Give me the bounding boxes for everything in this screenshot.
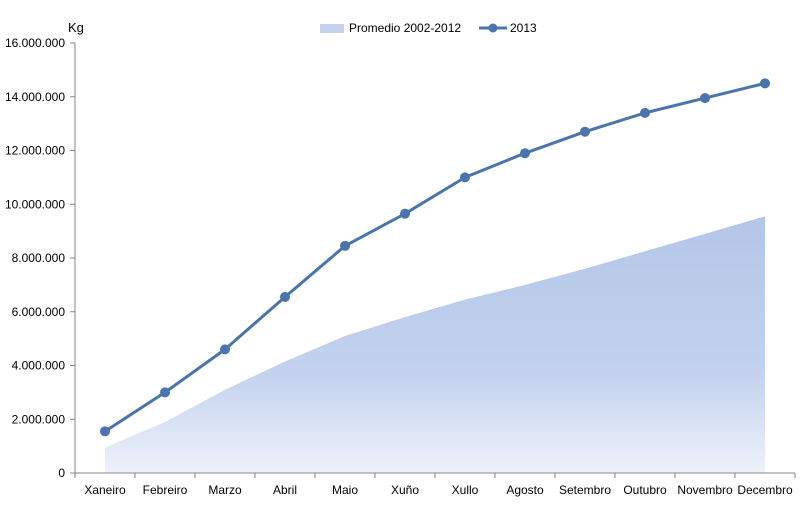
data-point-2013: [400, 208, 410, 219]
x-tick-label: Xaneiro: [84, 483, 126, 497]
data-point-2013: [640, 107, 650, 118]
data-point-2013: [160, 387, 170, 398]
x-tick-label: Outubro: [623, 483, 667, 497]
x-tick-label: Agosto: [506, 483, 544, 497]
legend-swatch-2013-marker: [488, 23, 498, 33]
x-tick-label: Decembro: [737, 483, 793, 497]
y-tick-label: 4.000.000: [12, 359, 66, 373]
axes-layer: 0 2.000.000 4.000.000 6.000.000 8.000.000 10.…: [5, 36, 796, 497]
x-tick-label: Setembro: [559, 483, 611, 497]
y-tick-label: 16.000.000: [5, 36, 65, 50]
y-tick-label: 10.000.000: [5, 197, 65, 211]
legend-label-average: Promedio 2002-2012: [349, 21, 461, 35]
x-tick-label: Febreiro: [143, 483, 188, 497]
legend: Promedio 2002-2012 2013: [320, 21, 537, 35]
data-point-2013: [340, 240, 350, 251]
legend-label-2013: 2013: [510, 21, 537, 35]
y-tick-label: 12.000.000: [5, 144, 65, 158]
data-point-2013: [460, 172, 470, 183]
y-tick-label: 0: [58, 466, 65, 480]
y-tick-label: 2.000.000: [12, 412, 66, 426]
legend-swatch-average: [320, 24, 344, 33]
x-tick-label: Xuño: [391, 483, 419, 497]
area-layer: [105, 216, 765, 473]
line-layer: [100, 78, 770, 437]
y-tick-label: 6.000.000: [12, 305, 66, 319]
x-tick-label: Maio: [332, 483, 358, 497]
data-point-2013: [700, 93, 710, 104]
x-tick-label: Novembro: [677, 483, 733, 497]
x-tick-label: Marzo: [208, 483, 242, 497]
y-tick-label: 8.000.000: [12, 251, 66, 265]
data-point-2013: [580, 126, 590, 137]
data-point-2013: [280, 291, 290, 302]
data-point-2013: [760, 78, 770, 89]
data-point-2013: [520, 148, 530, 159]
area-series-average: [105, 216, 765, 473]
y-tick-label: 14.000.000: [5, 90, 65, 104]
line-series-2013: [103, 81, 767, 433]
x-tick-label: Xullo: [452, 483, 479, 497]
data-point-2013: [220, 344, 230, 355]
data-point-2013: [100, 426, 110, 437]
y-axis-unit-label: Kg: [68, 20, 84, 35]
x-tick-label: Abril: [273, 483, 297, 497]
